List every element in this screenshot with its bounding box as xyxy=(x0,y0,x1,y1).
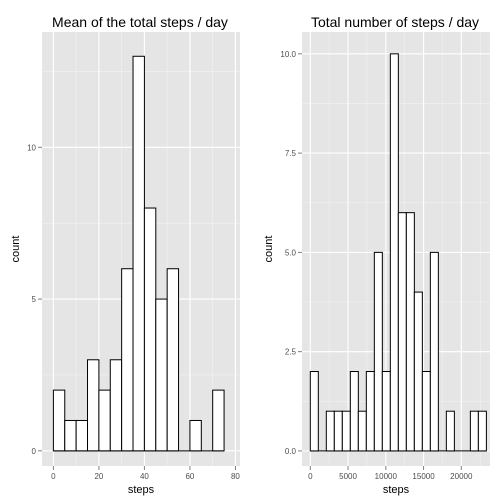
x-tick-label: 15000 xyxy=(412,472,435,481)
y-tick-label: 0.0 xyxy=(285,447,297,456)
histogram-bar xyxy=(190,420,201,450)
histogram-bar xyxy=(414,292,422,451)
chart-total-steps: 0 5000 10000 15000 20000 0.0 2.5 5.0 7.5 10.0 Tota… xyxy=(263,14,490,496)
histogram-bar xyxy=(213,390,224,451)
histogram-bar xyxy=(326,411,334,451)
histogram-bar xyxy=(334,411,342,451)
histogram-bar xyxy=(422,371,430,450)
y-tick-label: 5 xyxy=(32,295,37,304)
histogram-bar xyxy=(390,54,398,451)
y-tick-label: 10.0 xyxy=(280,50,296,59)
x-tick-label: 20000 xyxy=(450,472,473,481)
histogram-bar xyxy=(430,252,438,451)
y-axis-title: count xyxy=(263,236,275,263)
y-tick-label: 0 xyxy=(32,447,37,456)
histogram-bar xyxy=(310,371,318,450)
x-tick-label: 60 xyxy=(185,472,194,481)
histogram-bar xyxy=(350,371,358,450)
x-tick-label: 5000 xyxy=(339,472,357,481)
x-tick-label: 0 xyxy=(51,472,56,481)
histogram-bar xyxy=(374,252,382,451)
x-tick-label: 40 xyxy=(140,472,149,481)
x-tick-label: 10000 xyxy=(375,472,398,481)
x-axis-title: steps xyxy=(128,484,155,496)
histogram-bar xyxy=(446,411,454,451)
histogram-bar xyxy=(478,411,486,451)
histogram-bar xyxy=(406,213,414,451)
y-tick-label: 2.5 xyxy=(285,348,297,357)
histogram-bar xyxy=(398,213,406,451)
x-tick-label: 80 xyxy=(231,472,240,481)
chart-title: Total number of steps / day xyxy=(311,14,479,30)
histogram-bar xyxy=(358,411,366,451)
histogram-bar xyxy=(342,411,350,451)
histogram-bar xyxy=(88,360,99,451)
histogram-bar xyxy=(76,420,87,450)
histogram-bar xyxy=(167,269,178,451)
y-axis-title: count xyxy=(10,236,22,263)
histogram-bar xyxy=(366,371,374,450)
histogram-bar xyxy=(144,208,155,451)
histogram-bar xyxy=(382,371,390,450)
y-tick-label: 5.0 xyxy=(285,248,297,257)
x-axis-title: steps xyxy=(383,484,410,496)
histogram-bar xyxy=(156,299,167,451)
y-tick-label: 7.5 xyxy=(285,149,297,158)
chart-title: Mean of the total steps / day xyxy=(52,14,228,30)
y-tick-label: 10 xyxy=(27,143,36,152)
histogram-bar xyxy=(470,411,478,451)
histogram-bar xyxy=(122,269,133,451)
histogram-bar xyxy=(99,390,110,451)
chart-mean-steps: 0 20 40 60 80 0 5 10 Mean of the total steps / d… xyxy=(10,14,240,496)
x-tick-label: 0 xyxy=(308,472,313,481)
histogram-bar xyxy=(53,390,64,451)
x-tick-label: 20 xyxy=(94,472,103,481)
histogram-bar xyxy=(133,56,144,451)
histogram-bar xyxy=(65,420,76,450)
histogram-bar xyxy=(110,360,121,451)
